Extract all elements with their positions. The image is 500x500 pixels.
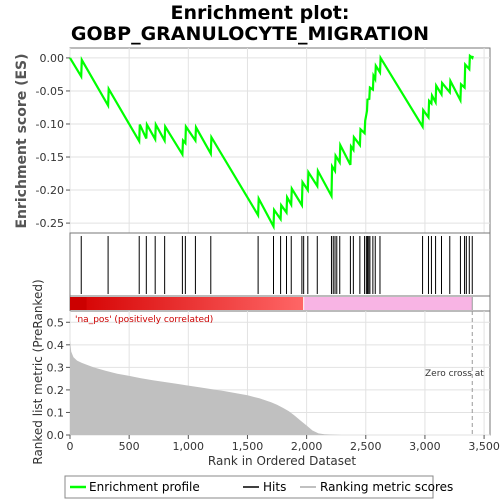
legend-enrichment-label: Enrichment profile [89,480,200,494]
ranking-x-tick-label: 0 [67,440,74,453]
hits-panel [69,232,491,297]
ranking-y-tick-label: 0.5 [47,316,65,329]
hit-lines [80,236,473,294]
es-panel: 0.00 -0.05 -0.10 -0.15 -0.20 -0.25 Enrichment… [14,47,491,234]
ranking-y-tick-label: 0.0 [47,429,65,442]
es-y-ticks: 0.00 -0.05 -0.10 -0.15 -0.20 -0.25 [36,52,70,230]
es-y-tick-label: -0.15 [36,151,64,164]
hits-plot-frame [69,232,491,297]
es-plot-frame [69,47,491,234]
ranking-y-ticks: 0.0 0.1 0.2 0.3 0.4 0.5 [47,316,70,442]
ranking-y-axis-label: Ranked list metric (PreRanked) [31,279,45,464]
es-gridlines [69,48,490,233]
ranking-y-tick-label: 0.2 [47,384,65,397]
ranking-x-ticks: 0 500 1,000 1,500 2,000 2,500 3,000 3,500 [67,435,500,453]
ranking-x-tick-label: 2,000 [291,440,323,453]
enrichment-profile-line [69,53,474,231]
legend-hits-label: Hits [263,480,286,494]
ranking-x-tick-label: 1,500 [232,440,264,453]
positive-correlation-label: 'na_pos' (positively correlated) [75,315,213,325]
ranking-x-tick-label: 3,500 [468,440,500,453]
ranking-x-tick-label: 2,500 [350,440,382,453]
es-y-axis-label: Enrichment score (ES) [14,53,30,228]
ranking-metric-area [70,340,473,435]
rank-colorbar [69,295,491,312]
ranking-x-tick-label: 3,000 [409,440,441,453]
ranking-y-tick-label: 0.4 [47,339,65,352]
colorbar-negative-segment [303,297,473,310]
ranking-panel: 0.0 0.1 0.2 0.3 0.4 0.5 0 500 1,000 1,500 2,000 2,… [31,279,500,468]
legend-ranking-label: Ranking metric scores [320,480,453,494]
chart-title-line1: Enrichment plot: [171,2,350,24]
es-y-tick-label: 0.00 [40,52,65,65]
ranking-x-tick-label: 1,000 [173,440,205,453]
chart-title-line2: GOBP_GRANULOCYTE_MIGRATION [71,23,429,45]
es-y-tick-label: -0.05 [36,85,64,98]
es-y-tick-label: -0.20 [36,184,64,197]
ranking-x-axis-label: Rank in Ordered Dataset [208,454,356,468]
ranking-x-tick-label: 500 [119,440,140,453]
legend: Enrichment profile Hits Ranking metric s… [64,475,453,499]
colorbar-positive-segment [70,297,304,310]
colorbar-top-segment [70,297,87,310]
es-y-tick-label: -0.10 [36,118,64,131]
ranking-y-tick-label: 0.1 [47,406,65,419]
ranking-y-tick-label: 0.3 [47,361,65,374]
es-y-tick-label: -0.25 [36,217,64,230]
zero-cross-label: Zero cross at [425,369,484,379]
